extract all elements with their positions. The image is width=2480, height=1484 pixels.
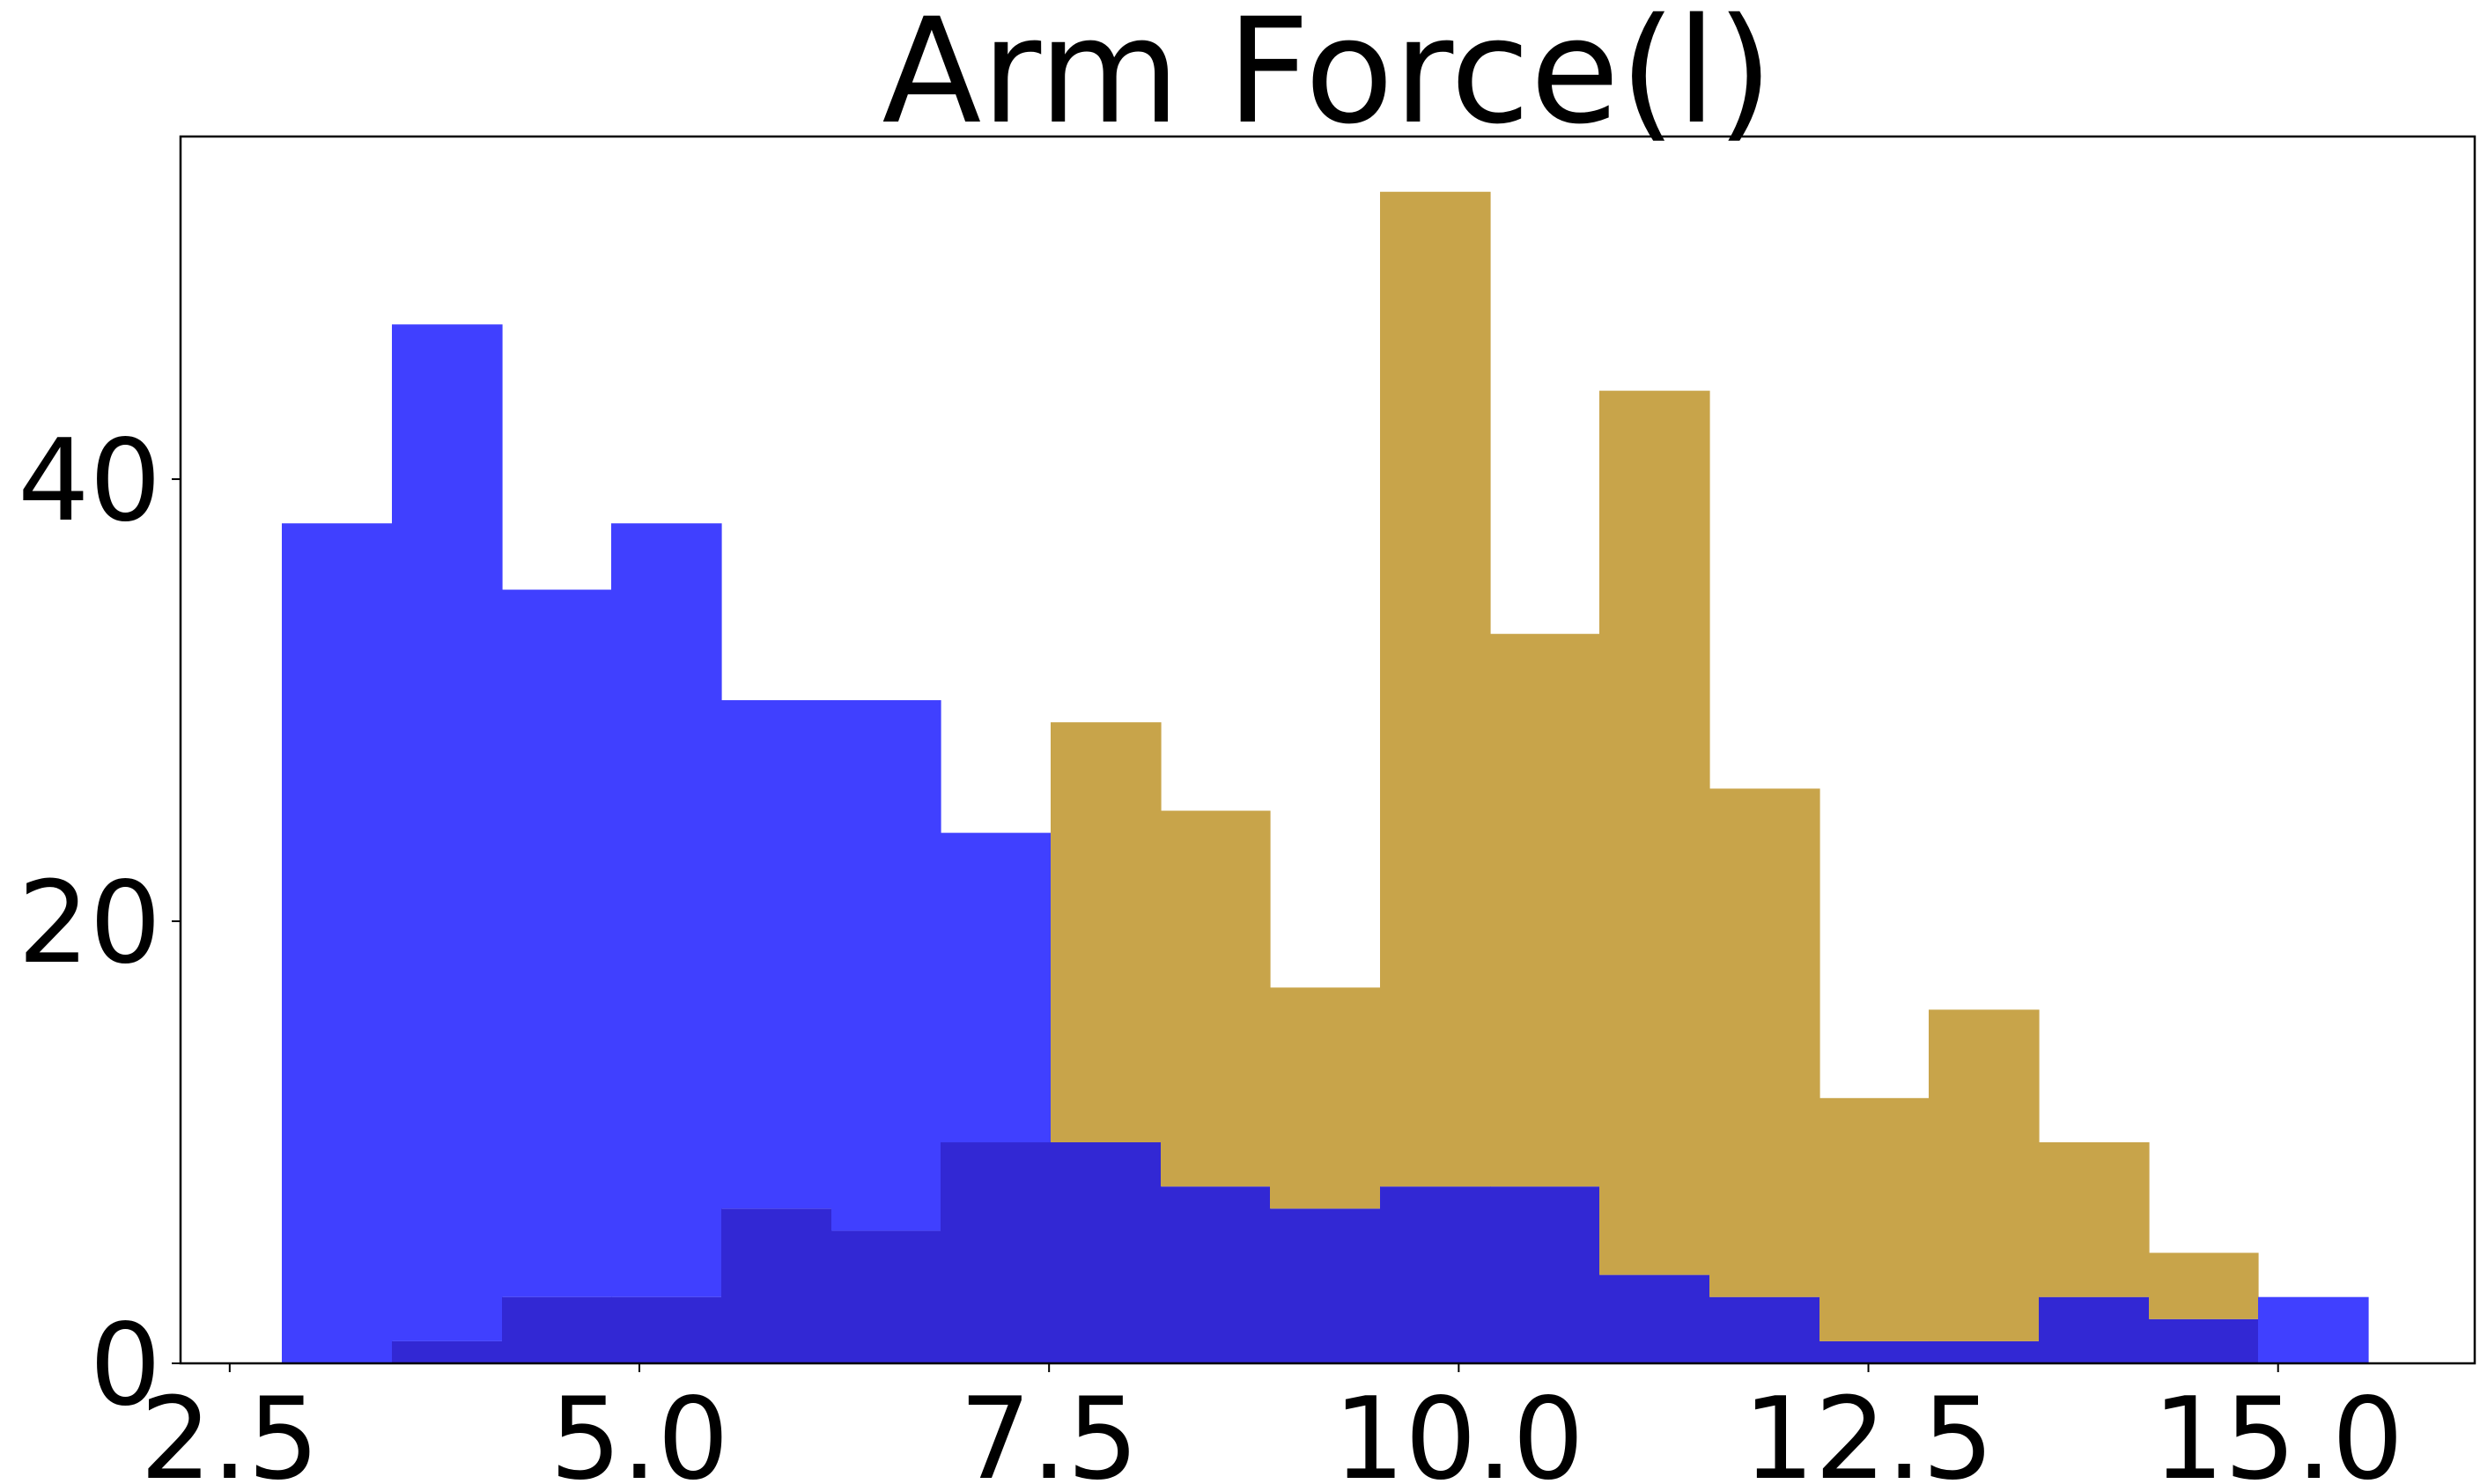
series-2-bar-7: [1051, 722, 1162, 1143]
overlap-bar-7: [1051, 1142, 1162, 1363]
series-2-bar-11: [1490, 633, 1600, 1187]
overlap-bar-8: [1161, 1186, 1271, 1363]
x-tick-label: 10.0: [1333, 1374, 1584, 1484]
x-tick-label: 12.5: [1743, 1374, 1994, 1484]
series-2-bar-15: [1929, 1009, 2040, 1341]
overlap-bar-9: [1270, 1208, 1381, 1363]
series-2-bar-16: [2039, 1142, 2150, 1297]
series-2-bar-12: [1599, 390, 1710, 1275]
series-1-bar-4: [721, 700, 832, 1209]
x-tick-label: 15.0: [2152, 1374, 2403, 1484]
chart-title: Arm Force(l): [882, 0, 1774, 156]
overlap-bar-5: [831, 1230, 941, 1363]
series-1-bar-2: [502, 589, 612, 1297]
series-1-bar-1: [392, 324, 503, 1341]
overlap-bar-3: [611, 1296, 722, 1363]
series-2-bar-8: [1161, 810, 1271, 1187]
series-2-bar-14: [1819, 1097, 1930, 1341]
series-1-bar-6: [941, 832, 1052, 1143]
series-1-bar-5: [831, 700, 941, 1231]
plot-area-frame: [179, 135, 2476, 1365]
overlap-bar-17: [2149, 1318, 2259, 1363]
series-2-bar-9: [1270, 987, 1381, 1209]
series-2-bar-10: [1380, 191, 1491, 1187]
overlap-bar-2: [502, 1296, 612, 1363]
series-2-bar-17: [2149, 1252, 2259, 1319]
y-tick-label: 40: [18, 416, 161, 547]
overlap-bar-6: [941, 1142, 1052, 1363]
overlap-bar-15: [1929, 1340, 2040, 1363]
y-tick-label: 20: [18, 858, 161, 989]
x-tick-label: 5.0: [550, 1374, 729, 1484]
series-1-bar-3: [611, 523, 722, 1297]
overlap-bar-13: [1709, 1296, 1820, 1363]
overlap-bar-11: [1490, 1186, 1600, 1363]
overlap-bar-10: [1380, 1186, 1491, 1363]
bars-layer: [282, 191, 2369, 1363]
y-tick-label: 0: [90, 1300, 161, 1431]
overlap-bar-12: [1599, 1274, 1710, 1363]
overlap-bar-16: [2039, 1296, 2150, 1363]
series-2-bar-13: [1709, 788, 1820, 1297]
x-tick-label: 7.5: [959, 1374, 1139, 1484]
series-1-bar-18: [2258, 1296, 2369, 1363]
overlap-bar-14: [1819, 1340, 1930, 1363]
x-tick-label: 2.5: [140, 1374, 320, 1484]
overlap-bar-1: [392, 1340, 503, 1363]
series-1-bar-0: [282, 523, 393, 1363]
overlap-bar-4: [721, 1208, 832, 1363]
axis-ticks: 2.5 5.0 7.5 10.0 12.5 15.0 0 20 40: [18, 416, 2403, 1484]
